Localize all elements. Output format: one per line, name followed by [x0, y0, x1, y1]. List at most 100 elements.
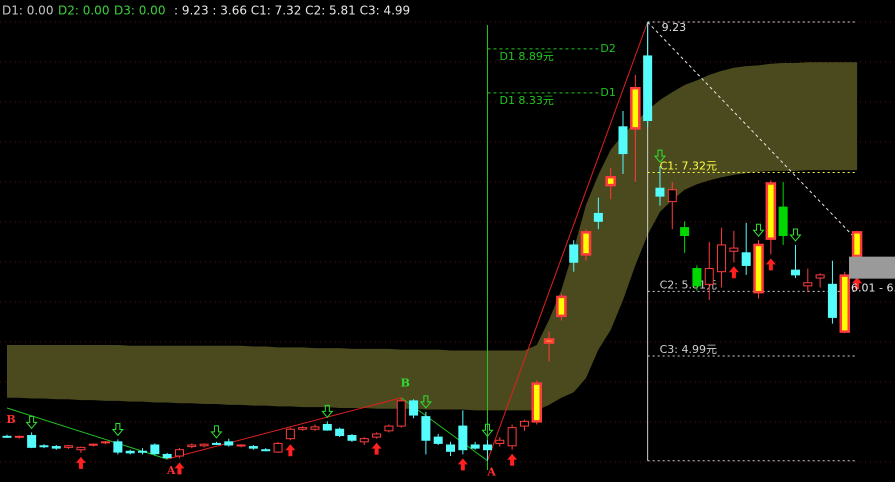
sell-arrow — [210, 425, 223, 439]
sell-arrow — [653, 149, 667, 163]
buy-arrow — [852, 277, 863, 290]
candle-body — [359, 438, 369, 443]
candle-body — [680, 227, 690, 236]
candle-body — [113, 441, 123, 453]
candle-body — [211, 442, 221, 445]
sell-arrow — [419, 395, 432, 409]
candle-body — [543, 338, 555, 344]
candle-body — [64, 445, 74, 448]
buy-arrow — [728, 266, 739, 279]
candle-body — [372, 433, 382, 438]
candle-body — [88, 443, 98, 446]
zigzag-label: A — [166, 464, 176, 477]
candle-body — [765, 182, 777, 240]
target-label: 9.23 — [662, 21, 687, 34]
sell-arrow — [752, 223, 765, 237]
buy-arrow — [457, 458, 468, 471]
candle-body — [569, 244, 579, 263]
candle-body — [421, 416, 431, 441]
candle-body — [630, 86, 641, 130]
buy-arrow — [285, 444, 296, 457]
candle-body — [741, 252, 751, 266]
price-tag-label: 6.01 - 6. — [851, 282, 895, 295]
candle-body — [310, 426, 320, 430]
buy-arrow — [765, 258, 776, 271]
candle-body — [187, 444, 197, 448]
sell-arrow — [789, 228, 802, 242]
zigzag-label: B — [6, 413, 15, 426]
level-tag: D2 — [600, 42, 615, 55]
candle-body — [778, 206, 788, 236]
zigzag-label: A — [486, 466, 496, 479]
buy-arrow — [174, 462, 185, 475]
candle-body — [396, 400, 406, 427]
candle-body — [174, 449, 184, 457]
projection-line — [647, 21, 858, 241]
candle-body — [51, 446, 61, 449]
candle-body — [495, 439, 505, 444]
candle-body — [667, 189, 677, 203]
candle-body — [692, 268, 702, 287]
candle-body — [839, 274, 851, 333]
header-info: : 9.23 : 3.66 C1: 7.32 C2: 5.81 C3: 4.99 — [174, 4, 410, 18]
candle-body — [815, 274, 825, 279]
candle-body — [851, 231, 863, 258]
header-d1: D1: 0.00 — [2, 4, 53, 18]
candle-body — [655, 187, 665, 197]
candle-body — [138, 450, 148, 453]
candle-body — [507, 427, 517, 447]
candle-body — [236, 444, 246, 447]
header-d2: D2: 0.00 — [58, 4, 109, 18]
candle-body — [125, 450, 135, 454]
header-d3: D3: 0.00 — [114, 4, 165, 18]
candle-body — [433, 436, 443, 444]
sell-arrow — [321, 404, 334, 419]
target-label: C1: 7.32元 — [660, 159, 717, 172]
candle-body — [335, 428, 345, 437]
price-tag-box — [849, 256, 895, 279]
target-label: C2: 5.81元 — [660, 278, 717, 291]
candle-body — [753, 243, 764, 294]
zigzag-label: B — [401, 377, 410, 390]
candle-body — [717, 244, 727, 273]
candle-body — [248, 446, 258, 449]
candle-body — [150, 444, 160, 455]
buy-arrow — [507, 453, 518, 466]
band-area — [7, 62, 858, 411]
candle-body — [199, 443, 209, 447]
candle-body — [39, 445, 49, 448]
zigzag-segment — [487, 21, 649, 461]
candle-body — [605, 175, 616, 187]
candle-body — [273, 442, 283, 453]
sell-arrow — [25, 415, 38, 430]
level-label: D1 8.89元 — [499, 50, 553, 63]
candle-body — [409, 400, 419, 416]
candle-body — [643, 55, 653, 121]
candle-body — [27, 435, 37, 448]
buy-arrow — [75, 456, 86, 469]
candle-body — [470, 444, 480, 449]
candle-body — [298, 427, 308, 430]
candle-body — [556, 295, 567, 318]
candle-body — [729, 247, 739, 252]
candle-body — [322, 424, 332, 431]
buy-arrow — [371, 442, 382, 455]
candle-body — [285, 428, 295, 440]
candle-body — [458, 425, 468, 451]
candle-body — [384, 425, 394, 432]
candle-body — [803, 282, 813, 287]
candle-body — [446, 444, 456, 452]
candle-body — [224, 441, 234, 446]
level-label: D1 8.33元 — [499, 94, 553, 107]
candle-body — [593, 212, 603, 222]
candle-body — [482, 444, 492, 451]
candle-body — [827, 283, 837, 318]
candle-body — [14, 435, 24, 438]
target-label: C3: 4.99元 — [660, 343, 717, 356]
candle-body — [618, 126, 628, 155]
candle-body — [76, 446, 86, 451]
candle-body — [2, 435, 12, 438]
sell-arrow — [111, 422, 124, 437]
